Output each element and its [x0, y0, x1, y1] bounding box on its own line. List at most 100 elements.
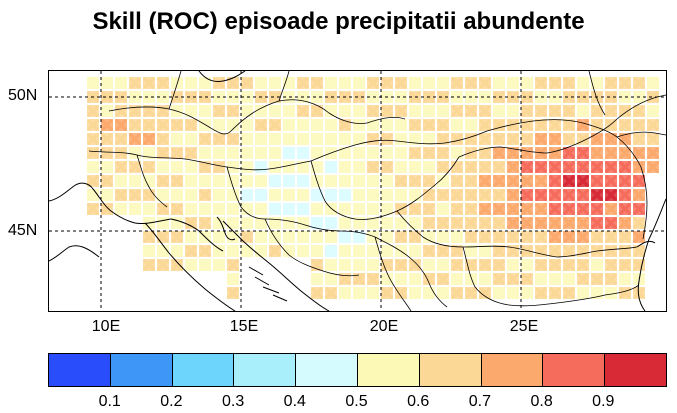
skill-cell — [297, 189, 309, 201]
skill-cell — [395, 119, 407, 131]
significance-marker — [577, 161, 589, 173]
skill-cell — [269, 147, 281, 159]
country-border — [88, 150, 312, 171]
significance-marker — [507, 119, 519, 131]
significance-marker — [479, 203, 491, 215]
country-border — [640, 166, 648, 240]
significance-marker — [101, 119, 113, 131]
significance-marker — [493, 175, 505, 187]
skill-cell — [269, 133, 281, 145]
significance-marker — [465, 147, 477, 159]
significance-marker — [143, 189, 155, 201]
skill-cell — [437, 175, 449, 187]
skill-cell — [437, 231, 449, 243]
skill-cell — [479, 91, 491, 103]
coastline — [222, 220, 330, 311]
significance-marker — [521, 245, 533, 257]
significance-marker — [535, 133, 547, 145]
skill-cell — [409, 161, 421, 173]
skill-cell — [269, 105, 281, 117]
skill-cell — [213, 203, 225, 215]
skill-cell — [325, 245, 337, 257]
significance-marker — [465, 77, 477, 89]
skill-cell — [311, 217, 323, 229]
skill-cell — [381, 119, 393, 131]
country-border — [278, 71, 290, 102]
significance-marker — [633, 287, 645, 299]
skill-cell — [171, 245, 183, 257]
skill-cell — [423, 231, 435, 243]
lat-label: 45N — [8, 222, 38, 239]
skill-cell — [339, 231, 351, 243]
significance-marker — [325, 287, 337, 299]
skill-cell — [297, 245, 309, 257]
significance-marker — [115, 133, 127, 145]
skill-cell — [297, 147, 309, 159]
skill-cell — [171, 133, 183, 145]
skill-cell — [521, 287, 533, 299]
skill-cell — [185, 133, 197, 145]
significance-marker — [171, 147, 183, 159]
skill-cell — [381, 147, 393, 159]
significance-marker — [521, 273, 533, 285]
significance-marker — [493, 203, 505, 215]
significance-marker — [633, 147, 645, 159]
significance-marker — [465, 231, 477, 243]
significance-marker — [549, 161, 561, 173]
significance-marker — [437, 189, 449, 201]
skill-cell — [353, 217, 365, 229]
significance-marker — [633, 119, 645, 131]
skill-cell — [381, 175, 393, 187]
colorbar-segment — [605, 354, 666, 386]
skill-cell — [451, 147, 463, 159]
significance-marker — [493, 119, 505, 131]
significance-marker — [605, 245, 617, 257]
skill-cell — [269, 189, 281, 201]
significance-marker — [479, 119, 491, 131]
significance-marker — [129, 77, 141, 89]
skill-cell — [367, 203, 379, 215]
skill-cell — [129, 147, 141, 159]
significance-marker — [339, 119, 351, 131]
significance-marker — [479, 231, 491, 243]
significance-marker — [381, 77, 393, 89]
significance-marker — [423, 119, 435, 131]
colorbar-segment — [419, 354, 482, 386]
skill-cell — [283, 203, 295, 215]
significance-marker — [633, 175, 645, 187]
significance-marker — [605, 91, 617, 103]
significance-marker — [241, 231, 253, 243]
significance-marker — [115, 189, 127, 201]
significance-marker — [311, 77, 323, 89]
significance-marker — [143, 133, 155, 145]
significance-marker — [577, 175, 589, 187]
skill-cell — [297, 133, 309, 145]
colorbar-tick-label: 0.2 — [160, 393, 183, 410]
significance-marker — [381, 287, 393, 299]
significance-marker — [521, 175, 533, 187]
significance-marker — [521, 203, 533, 215]
skill-cell — [325, 259, 337, 271]
skill-cell — [283, 133, 295, 145]
significance-marker — [605, 161, 617, 173]
skill-cell — [227, 203, 239, 215]
significance-marker — [479, 161, 491, 173]
lon-label: 25E — [509, 318, 539, 335]
skill-cell — [241, 105, 253, 117]
significance-marker — [549, 105, 561, 117]
skill-cell — [353, 119, 365, 131]
significance-marker — [479, 287, 491, 299]
significance-marker — [479, 259, 491, 271]
skill-cell — [255, 231, 267, 243]
significance-marker — [227, 287, 239, 299]
significance-marker — [633, 77, 645, 89]
colorbar-segment — [481, 354, 544, 386]
skill-cell — [409, 245, 421, 257]
significance-marker — [199, 133, 211, 145]
significance-marker — [549, 175, 561, 187]
significance-marker — [577, 259, 589, 271]
skill-cell — [101, 77, 113, 89]
skill-cell — [269, 203, 281, 215]
significance-marker — [381, 161, 393, 173]
skill-cell — [255, 147, 267, 159]
